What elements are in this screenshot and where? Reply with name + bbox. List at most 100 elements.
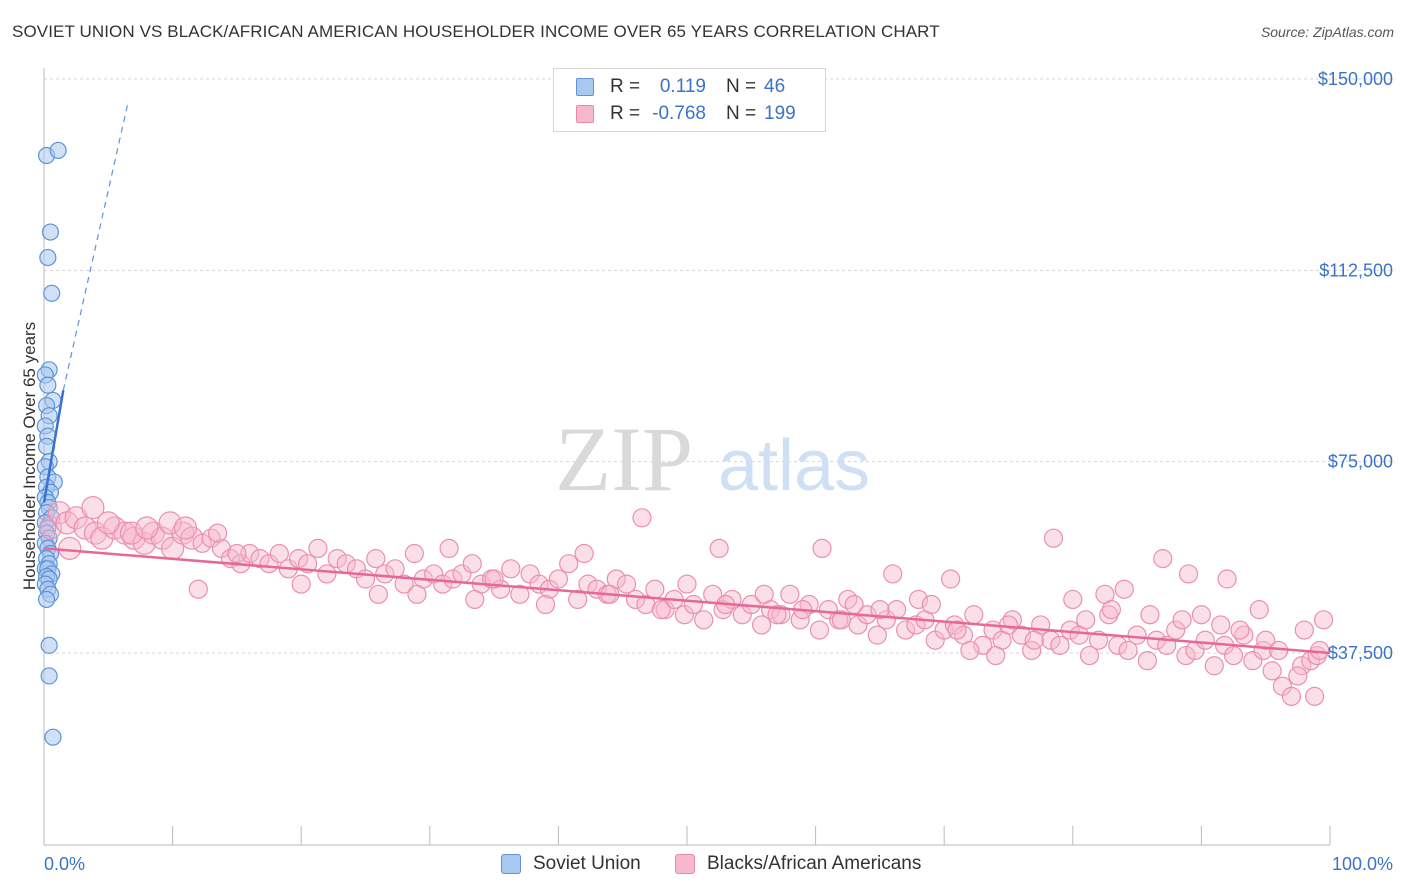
- black-data-point: [1176, 645, 1196, 666]
- black-data-point: [818, 600, 839, 620]
- black-data-point: [1153, 549, 1173, 569]
- black-data-point: [960, 640, 980, 661]
- black-data-point: [1101, 600, 1121, 620]
- legend-item-soviet[interactable]: Soviet Union: [501, 853, 641, 875]
- black-trend-line: [43, 547, 1331, 655]
- black-data-point: [964, 605, 984, 625]
- black-data-point: [1166, 620, 1186, 640]
- soviet-trend-line: [42, 390, 65, 503]
- black-data-point: [883, 564, 903, 584]
- black-data-point: [1191, 605, 1212, 625]
- trend-lines: [42, 104, 1331, 655]
- black-data-point: [192, 533, 212, 553]
- black-data-point: [870, 600, 890, 620]
- legend-r-label: R =: [610, 103, 641, 124]
- black-data-point: [317, 564, 337, 584]
- black-data-point: [308, 538, 328, 559]
- x-tick-label: 0.0%: [44, 854, 85, 874]
- black-data-point: [1140, 605, 1160, 625]
- black-data-point: [1011, 625, 1031, 645]
- y-tick-label: $37,500: [1328, 643, 1393, 663]
- black-data-point: [548, 569, 569, 589]
- black-data-point: [173, 516, 198, 540]
- black-data-point: [1256, 630, 1276, 650]
- black-data-point: [327, 549, 347, 569]
- black-data-point: [158, 511, 182, 535]
- black-data-point: [404, 543, 424, 564]
- black-data-point: [1076, 610, 1096, 630]
- soviet-data-point: [43, 284, 61, 302]
- black-data-point: [1223, 645, 1244, 666]
- black-data-point: [831, 610, 851, 630]
- black-data-point: [751, 615, 772, 635]
- black-data-point: [227, 543, 247, 564]
- legend-r-value: -0.768: [652, 103, 706, 124]
- black-data-point: [616, 574, 637, 594]
- legend-swatch-black: [675, 854, 695, 874]
- black-data-point: [208, 523, 228, 543]
- y-tick-label: $75,000: [1328, 452, 1393, 472]
- black-data-point: [559, 554, 579, 574]
- black-data-point: [1002, 610, 1022, 630]
- legend-n-label: N =: [726, 76, 757, 97]
- black-data-point: [998, 615, 1019, 635]
- soviet-data-point: [39, 248, 57, 267]
- black-data-point: [119, 521, 144, 545]
- black-data-point: [632, 508, 652, 528]
- soviet-data-point: [44, 728, 62, 746]
- black-data-point: [1249, 600, 1269, 620]
- black-data-point: [1281, 686, 1302, 706]
- legend-n-value: 46: [764, 76, 786, 97]
- soviet-data-point: [41, 223, 60, 241]
- black-data-point: [694, 610, 714, 630]
- chart-title: SOVIET UNION VS BLACK/AFRICAN AMERICAN H…: [12, 22, 940, 41]
- black-data-point: [636, 594, 656, 615]
- black-data-point: [439, 538, 459, 559]
- x-tick-labels: 0.0% 100.0%: [44, 854, 1393, 874]
- black-data-point: [394, 574, 414, 594]
- black-data-point: [1313, 610, 1334, 630]
- black-data-point: [867, 625, 887, 645]
- black-points: [38, 495, 1334, 706]
- black-data-point: [568, 589, 588, 610]
- black-data-point: [844, 594, 864, 615]
- soviet-points: [36, 141, 67, 746]
- legend-row-black: R = -0.768 N = 199: [576, 102, 796, 126]
- black-data-point: [574, 543, 594, 564]
- black-data-point: [947, 620, 967, 640]
- legend-r-label: R =: [610, 76, 641, 97]
- correlation-legend: R = 0.119 N = 46 R = -0.768 N = 199: [553, 68, 826, 132]
- soviet-data-point: [40, 667, 58, 685]
- black-data-point: [1063, 589, 1083, 610]
- black-data-point: [1211, 615, 1231, 635]
- soviet-data-point: [37, 590, 56, 609]
- legend-item-black[interactable]: Blacks/African Americans: [675, 853, 921, 875]
- black-data-point: [921, 594, 941, 615]
- legend-swatch-black: [576, 105, 594, 123]
- y-tick-label: $150,000: [1318, 69, 1393, 89]
- black-data-point: [1118, 640, 1138, 661]
- black-data-point: [1304, 686, 1325, 706]
- black-data-point: [501, 559, 521, 579]
- black-data-point: [1234, 625, 1254, 645]
- watermark: ZIP atlas: [555, 408, 870, 510]
- x-tick-label: 100.0%: [1332, 854, 1393, 874]
- black-data-point: [355, 569, 376, 589]
- legend-label-black: Blacks/African Americans: [707, 853, 922, 874]
- black-data-point: [1230, 620, 1250, 640]
- black-data-point: [908, 589, 929, 610]
- black-data-point: [1114, 579, 1134, 599]
- black-data-point: [683, 594, 704, 615]
- black-data-point: [1292, 656, 1312, 676]
- black-data-point: [1127, 625, 1147, 645]
- black-data-point: [96, 511, 120, 535]
- legend-label-soviet: Soviet Union: [533, 853, 641, 874]
- legend-swatch-soviet: [501, 854, 521, 874]
- source-label: Source: ZipAtlas.com: [1260, 24, 1394, 40]
- black-data-point: [973, 635, 993, 655]
- soviet-trend-extension: [62, 104, 129, 391]
- black-data-point: [90, 526, 114, 550]
- black-data-point: [838, 589, 858, 610]
- black-data-point: [64, 506, 88, 530]
- black-data-point: [677, 574, 697, 594]
